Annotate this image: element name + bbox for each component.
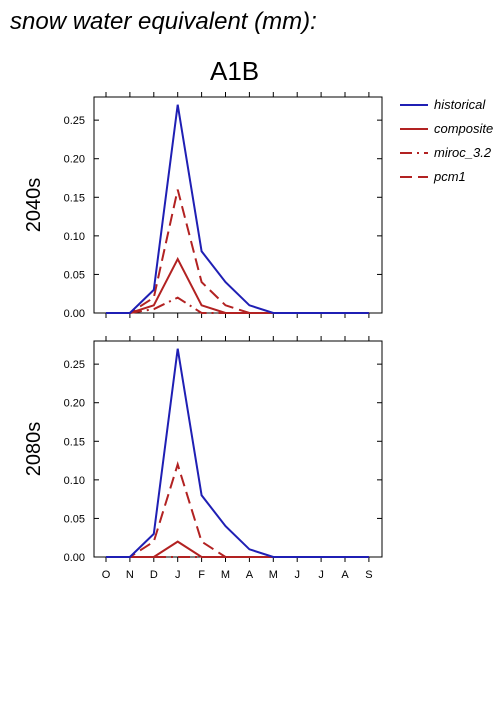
series-line-miroc_3.2 bbox=[106, 296, 369, 314]
y-tick-label: 0.20 bbox=[64, 398, 85, 410]
page-title: snow water equivalent (mm): bbox=[10, 8, 317, 35]
scenario-title: A1B bbox=[210, 56, 260, 86]
y-tick-label: 0.15 bbox=[64, 436, 85, 448]
legend-label-historical: historical bbox=[434, 97, 486, 112]
x-tick-label: J bbox=[175, 569, 181, 581]
x-tick-label: D bbox=[150, 569, 158, 581]
y-tick-label: 0.00 bbox=[64, 552, 85, 564]
x-tick-label: A bbox=[341, 569, 349, 581]
plot-frame bbox=[93, 340, 383, 558]
series-line-historical bbox=[106, 348, 369, 558]
legend-label-pcm1: pcm1 bbox=[433, 169, 466, 184]
y-tick-label: 0.00 bbox=[64, 308, 85, 320]
legend: historical composite miroc_3.2 pcm1 bbox=[400, 97, 493, 184]
y-tick-label: 0.25 bbox=[64, 115, 85, 127]
panel-2080s: 0.00 0.05 0.10 0.15 0.20 0.25 2080s O N D J F M A M J J A… bbox=[23, 336, 383, 581]
y-tick-label: 0.25 bbox=[64, 359, 85, 371]
y-tick-label: 0.20 bbox=[64, 154, 85, 166]
y-tick-label: 0.05 bbox=[64, 269, 85, 281]
x-tick-label: J bbox=[294, 569, 300, 581]
y-tick-label: 0.15 bbox=[64, 192, 85, 204]
series-line-composite bbox=[106, 256, 369, 314]
x-tick-label: J bbox=[318, 569, 324, 581]
y-tick-label: 0.05 bbox=[64, 513, 85, 525]
series-line-composite bbox=[106, 540, 369, 558]
x-tick-label: N bbox=[126, 569, 134, 581]
y-tick-label: 0.10 bbox=[64, 475, 85, 487]
row-label-2040s: 2040s bbox=[23, 178, 45, 233]
x-tick-label: M bbox=[221, 569, 230, 581]
y-tick-label: 0.10 bbox=[64, 231, 85, 243]
panel-2040s: 0.00 0.05 0.10 0.15 0.20 0.25 2040s bbox=[23, 92, 383, 320]
x-tick-label: F bbox=[198, 569, 205, 581]
series-line-pcm1 bbox=[106, 461, 369, 558]
row-label-2080s: 2080s bbox=[23, 422, 45, 477]
legend-label-composite: composite bbox=[434, 121, 493, 136]
series-line-historical bbox=[106, 104, 369, 314]
x-tick-label: A bbox=[246, 569, 254, 581]
plot-frame bbox=[93, 96, 383, 314]
series-line-pcm1 bbox=[106, 189, 369, 314]
x-tick-label: M bbox=[269, 569, 278, 581]
legend-label-miroc_3.2: miroc_3.2 bbox=[434, 145, 492, 160]
x-tick-label: S bbox=[365, 569, 372, 581]
x-tick-label: O bbox=[102, 569, 111, 581]
